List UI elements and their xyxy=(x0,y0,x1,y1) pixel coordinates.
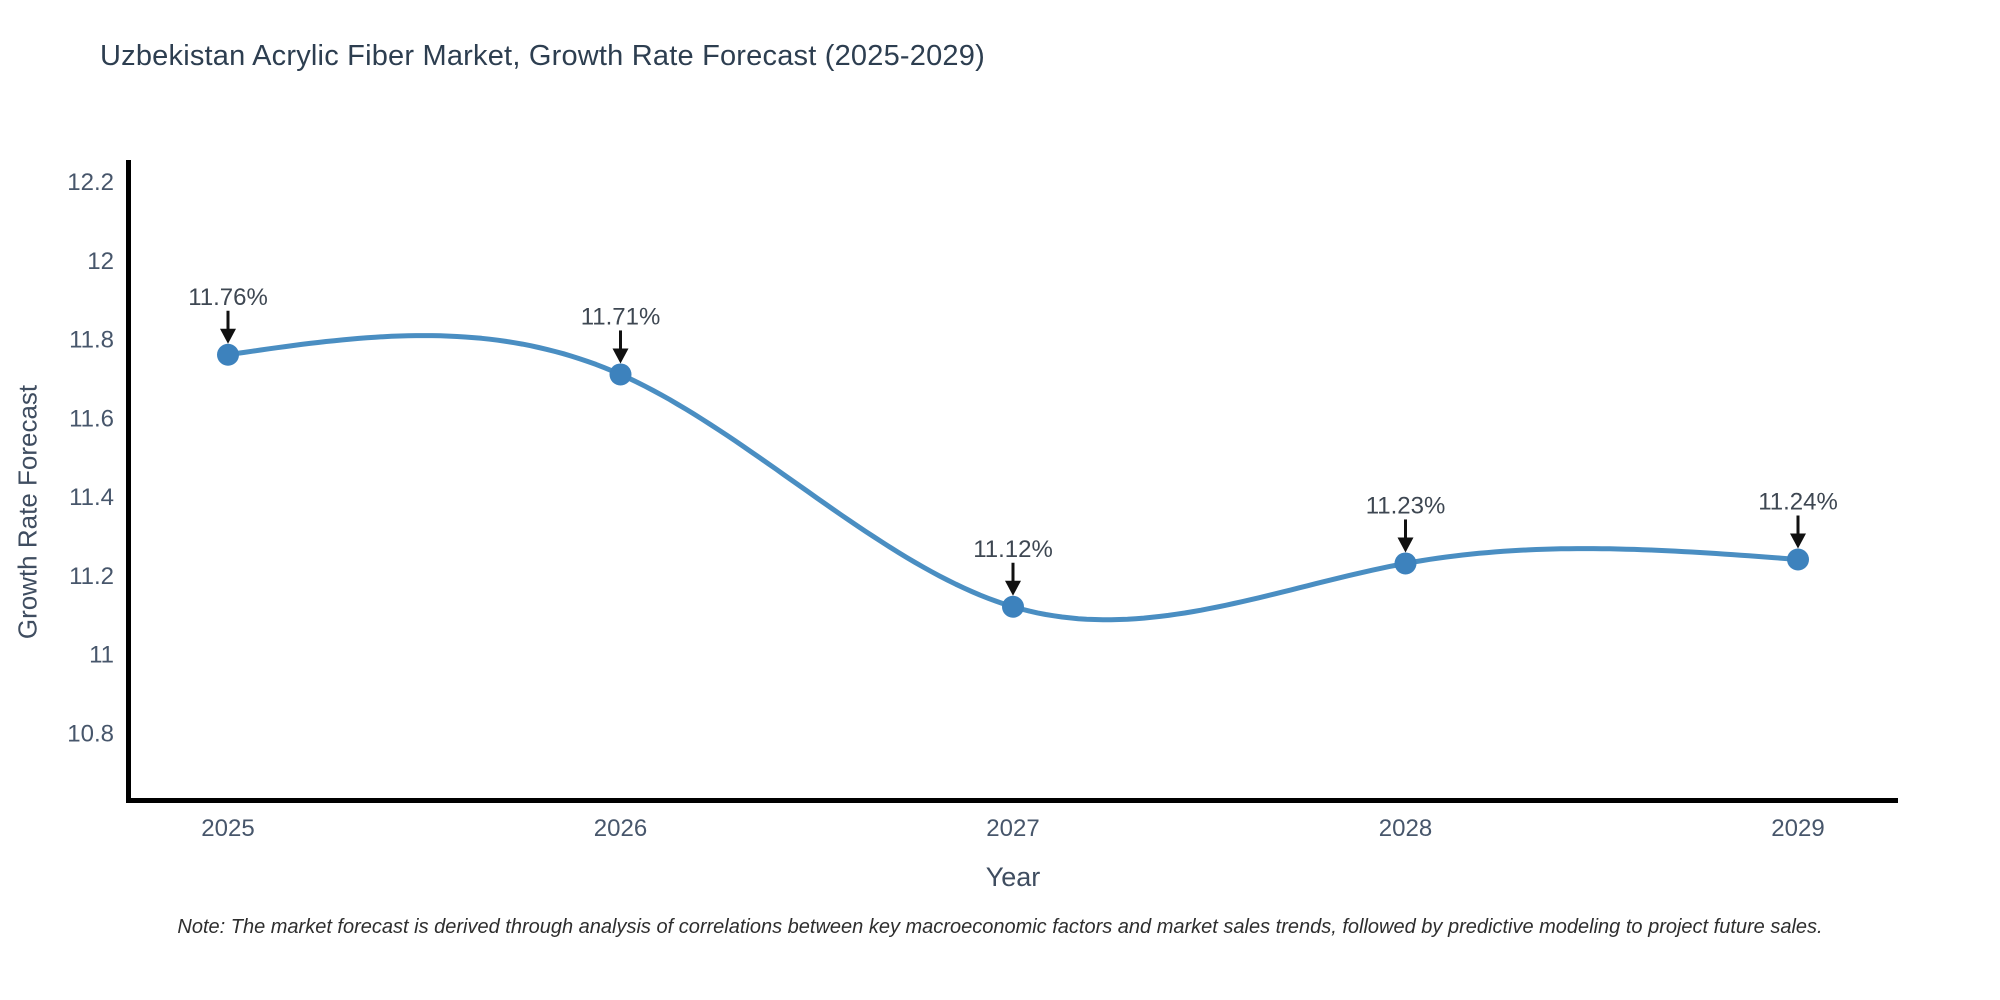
footnote: Note: The market forecast is derived thr… xyxy=(177,916,1823,938)
x-tick-label: 2027 xyxy=(986,815,1039,842)
annotation-arrowhead-icon xyxy=(1790,533,1806,549)
annotation-arrowhead-icon xyxy=(612,348,629,364)
y-tick-label: 11 xyxy=(89,642,114,669)
y-tick-label: 11.8 xyxy=(69,327,114,354)
data-point-marker xyxy=(1002,595,1024,618)
y-tick-label: 11.6 xyxy=(69,405,114,432)
y-tick-label: 10.8 xyxy=(67,720,114,747)
chart-title: Uzbekistan Acrylic Fiber Market, Growth … xyxy=(100,40,985,72)
point-value-label: 11.12% xyxy=(973,536,1053,563)
data-point-marker xyxy=(1394,552,1417,575)
point-value-label: 11.24% xyxy=(1758,489,1838,516)
y-tick-label: 12 xyxy=(87,248,114,275)
x-tick-label: 2025 xyxy=(201,815,254,842)
y-tick-label: 11.2 xyxy=(69,563,114,590)
annotation-arrowhead-icon xyxy=(220,328,236,344)
data-point-marker xyxy=(1787,548,1809,571)
data-point-marker xyxy=(217,343,239,366)
y-tick-label: 12.2 xyxy=(67,169,114,196)
x-tick-label: 2026 xyxy=(594,815,647,842)
point-value-label: 11.76% xyxy=(188,284,268,311)
y-tick-label: 11.4 xyxy=(69,484,114,511)
x-tick-label: 2028 xyxy=(1379,815,1432,842)
x-axis-title: Year xyxy=(985,862,1041,892)
point-value-label: 11.71% xyxy=(581,303,661,330)
data-point-marker xyxy=(609,363,632,386)
annotation-arrowhead-icon xyxy=(1397,537,1414,553)
annotation-arrowhead-icon xyxy=(1005,580,1021,596)
point-value-label: 11.23% xyxy=(1366,492,1446,519)
x-tick-label: 2029 xyxy=(1771,815,1824,842)
